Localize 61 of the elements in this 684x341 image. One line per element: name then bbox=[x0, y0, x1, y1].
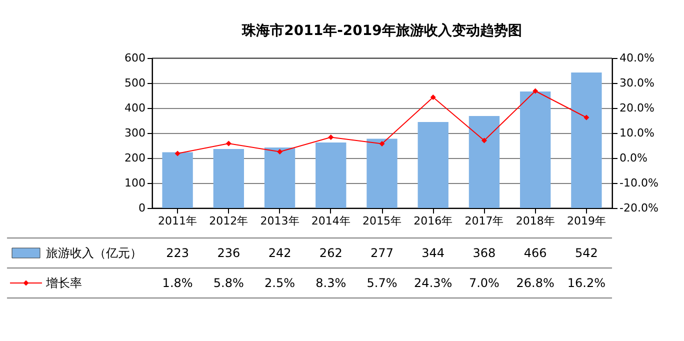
bar bbox=[366, 138, 398, 208]
data-label: 5.8% bbox=[213, 276, 244, 290]
y2-tick-label: 30.0% bbox=[620, 76, 654, 90]
x-tick-label: 2013年 bbox=[260, 214, 300, 228]
y-tick-label: 500 bbox=[124, 76, 146, 90]
data-label: 26.8% bbox=[516, 276, 554, 290]
y-tick-label: 400 bbox=[124, 102, 146, 114]
data-label: 7.0% bbox=[468, 276, 500, 290]
point bbox=[328, 134, 334, 140]
point bbox=[226, 140, 232, 146]
data-label: 8.3% bbox=[316, 276, 346, 290]
data-label: 262 bbox=[319, 246, 342, 260]
data-label: 236 bbox=[217, 246, 240, 260]
bar bbox=[418, 122, 448, 208]
data-label: 1.8% bbox=[162, 276, 193, 290]
data-label: 542 bbox=[574, 246, 598, 260]
bar bbox=[316, 142, 346, 208]
point bbox=[584, 114, 590, 120]
data-label: 223 bbox=[166, 246, 190, 260]
point bbox=[532, 88, 538, 94]
y2-tick-label: -10.0% bbox=[620, 176, 658, 190]
x-tick-label: 2017年 bbox=[464, 214, 504, 228]
y-tick-label: 0 bbox=[138, 202, 146, 214]
y-tick-label: 100 bbox=[124, 176, 146, 190]
data-label: 277 bbox=[370, 246, 394, 260]
x-tick-label: 2019年 bbox=[566, 214, 606, 228]
bar bbox=[520, 92, 551, 208]
y-tick-label: 300 bbox=[124, 126, 146, 140]
bar bbox=[571, 72, 602, 208]
y2-tick-label: 20.0% bbox=[620, 102, 654, 114]
point bbox=[277, 149, 283, 154]
point bbox=[430, 94, 436, 100]
y2-tick-label: 0.0% bbox=[620, 152, 648, 164]
bar bbox=[162, 152, 193, 208]
y2-tick-label: -20.0% bbox=[620, 202, 658, 214]
y-tick-label: 600 bbox=[124, 52, 146, 64]
data-label: 466 bbox=[524, 246, 547, 260]
point bbox=[174, 150, 180, 156]
x-tick-label: 2018年 bbox=[516, 214, 555, 228]
legend-label: 旅游收入（亿元） bbox=[46, 246, 142, 260]
data-label: 368 bbox=[472, 246, 496, 260]
chart-title: 珠海市2011年-2019年旅游收入变动趋势图 bbox=[241, 22, 522, 39]
x-tick-label: 2012年 bbox=[209, 214, 248, 228]
y-tick-label: 200 bbox=[124, 152, 146, 164]
data-label: 24.3% bbox=[414, 276, 452, 290]
x-tick-label: 2011年 bbox=[158, 214, 198, 228]
bar bbox=[213, 149, 244, 208]
data-label: 242 bbox=[268, 246, 292, 260]
point bbox=[481, 138, 487, 144]
x-tick-label: 2014年 bbox=[311, 214, 350, 228]
data-label: 16.2% bbox=[567, 276, 606, 290]
legend-label: 增长率 bbox=[45, 276, 82, 290]
data-label: 5.7% bbox=[366, 276, 398, 290]
data-label: 2.5% bbox=[264, 276, 296, 290]
bar bbox=[468, 116, 500, 208]
y2-tick-label: 10.0% bbox=[620, 126, 654, 140]
data-label: 344 bbox=[422, 246, 445, 260]
y2-tick-label: 40.0% bbox=[620, 52, 654, 64]
bar bbox=[264, 148, 296, 208]
x-tick-label: 2015年 bbox=[362, 214, 402, 228]
x-tick-label: 2016年 bbox=[414, 214, 453, 228]
